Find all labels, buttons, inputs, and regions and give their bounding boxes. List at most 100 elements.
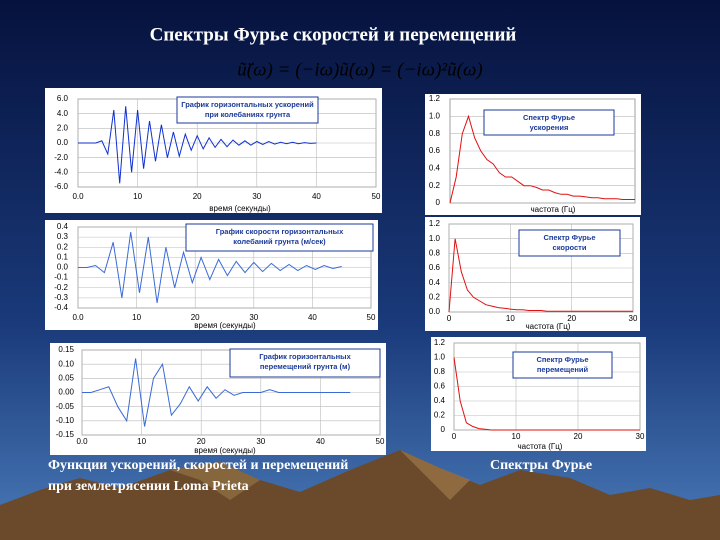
x-tick-label: 50 — [372, 192, 381, 201]
x-axis-label: частота (Гц) — [526, 322, 571, 331]
chart-title: График горизонтальных — [259, 352, 351, 361]
x-tick-label: 30 — [249, 313, 258, 322]
x-tick-label: 0.0 — [72, 313, 84, 322]
y-tick-label: 0.8 — [429, 248, 441, 257]
y-tick-label: -0.3 — [54, 293, 68, 302]
y-tick-label: 0.2 — [429, 181, 441, 190]
y-tick-label: 0.05 — [58, 373, 74, 382]
chart-title: Спектр Фурье — [536, 355, 588, 364]
y-tick-label: 0.4 — [429, 278, 441, 287]
x-tick-label: 20 — [567, 314, 576, 323]
x-tick-label: 0.0 — [72, 192, 84, 201]
y-tick-label: 2.0 — [57, 123, 69, 132]
y-tick-label: 1.0 — [434, 353, 446, 362]
y-tick-label: 0.4 — [57, 222, 69, 231]
legend-box — [512, 351, 613, 379]
legend-box — [185, 223, 374, 252]
x-tick-label: 10 — [132, 313, 141, 322]
x-tick-label: 10 — [137, 437, 146, 446]
y-tick-label: 0.4 — [429, 163, 441, 172]
y-tick-label: 0.1 — [57, 252, 69, 261]
x-tick-label: 40 — [312, 192, 321, 201]
y-tick-label: 1.2 — [429, 219, 441, 228]
chart-title: перемещений грунта (м) — [260, 362, 351, 371]
data-line — [449, 114, 635, 204]
y-tick-label: -4.0 — [54, 167, 68, 176]
y-tick-label: -0.4 — [54, 303, 68, 312]
x-tick-label: 0 — [447, 314, 452, 323]
y-tick-label: 0.3 — [57, 232, 69, 241]
y-tick-label: -0.1 — [54, 273, 68, 282]
data-line — [82, 358, 351, 427]
y-tick-label: -0.10 — [56, 416, 75, 425]
chart-title: перемещений — [537, 365, 589, 374]
x-tick-label: 20 — [197, 437, 206, 446]
y-tick-label: 1.0 — [429, 111, 441, 120]
chart-title: колебаний грунта (м/сек) — [233, 237, 326, 246]
caption: Функции ускорений, скоростей и перемещен… — [48, 458, 348, 473]
slide-title: Спектры Фурье скоростей и перемещений — [150, 24, 517, 45]
chart-title: График скорости горизонтальных — [216, 227, 344, 236]
data-line — [78, 232, 342, 303]
mountain-light — [170, 462, 260, 500]
x-tick-label: 30 — [256, 437, 265, 446]
x-tick-label: 20 — [574, 432, 583, 441]
y-tick-label: -6.0 — [54, 182, 68, 191]
y-tick-label: -0.05 — [56, 402, 75, 411]
x-tick-label: 30 — [252, 192, 261, 201]
y-tick-label: 0.2 — [434, 411, 446, 420]
y-tick-label: 0.6 — [434, 382, 446, 391]
x-tick-label: 20 — [191, 313, 200, 322]
y-tick-label: 0 — [436, 198, 441, 207]
x-tick-label: 30 — [629, 314, 638, 323]
y-tick-label: 0 — [441, 425, 446, 434]
mountain-light — [400, 450, 470, 500]
y-tick-label: -0.2 — [54, 283, 68, 292]
formula: ũ̈(ω) = (−iω)ũ̇(ω) = (−iω)²ũ(ω) — [237, 59, 482, 80]
chart-title: ускорения — [530, 123, 569, 132]
y-tick-label: 0.6 — [429, 263, 441, 272]
y-tick-label: 0.8 — [429, 129, 441, 138]
caption: Спектры Фурье — [490, 458, 592, 473]
y-tick-label: 0.4 — [434, 396, 446, 405]
chart-title: скорости — [553, 243, 587, 252]
y-tick-label: 0.15 — [58, 345, 74, 354]
y-tick-label: 6.0 — [57, 94, 69, 103]
y-tick-label: 0.0 — [57, 138, 69, 147]
chart-title: Спектр Фурье — [523, 113, 575, 122]
x-tick-label: 40 — [316, 437, 325, 446]
legend-box — [176, 96, 319, 124]
y-tick-label: 0.6 — [429, 146, 441, 155]
x-tick-label: 0.0 — [76, 437, 88, 446]
x-axis-label: частота (Гц) — [518, 442, 563, 451]
x-tick-label: 30 — [636, 432, 645, 441]
y-tick-label: -2.0 — [54, 153, 68, 162]
x-tick-label: 40 — [308, 313, 317, 322]
x-tick-label: 50 — [367, 313, 376, 322]
data-line — [448, 238, 633, 313]
x-tick-label: 10 — [133, 192, 142, 201]
x-tick-label: 10 — [512, 432, 521, 441]
y-tick-label: 0.00 — [58, 388, 74, 397]
y-tick-label: 0.8 — [434, 367, 446, 376]
x-axis-label: время (секунды) — [209, 204, 271, 213]
y-tick-label: 0.0 — [57, 263, 69, 272]
y-tick-label: 0.10 — [58, 359, 74, 368]
chart-title: Спектр Фурье — [543, 233, 595, 242]
y-tick-label: 4.0 — [57, 109, 69, 118]
y-tick-label: 0.2 — [429, 292, 441, 301]
chart-title: при колебаниях грунта — [205, 110, 291, 119]
caption: при землетрясении Loma Prieta — [48, 479, 249, 494]
x-tick-label: 10 — [506, 314, 515, 323]
x-tick-label: 50 — [376, 437, 385, 446]
y-tick-label: 1.2 — [429, 94, 441, 103]
y-tick-label: -0.15 — [56, 430, 75, 439]
legend-box — [483, 109, 615, 136]
x-axis-label: время (секунды) — [194, 321, 256, 330]
data-line — [453, 357, 640, 431]
x-tick-label: 0 — [452, 432, 457, 441]
x-axis-label: частота (Гц) — [531, 205, 576, 214]
data-line — [78, 106, 317, 184]
y-tick-label: 1.0 — [429, 234, 441, 243]
